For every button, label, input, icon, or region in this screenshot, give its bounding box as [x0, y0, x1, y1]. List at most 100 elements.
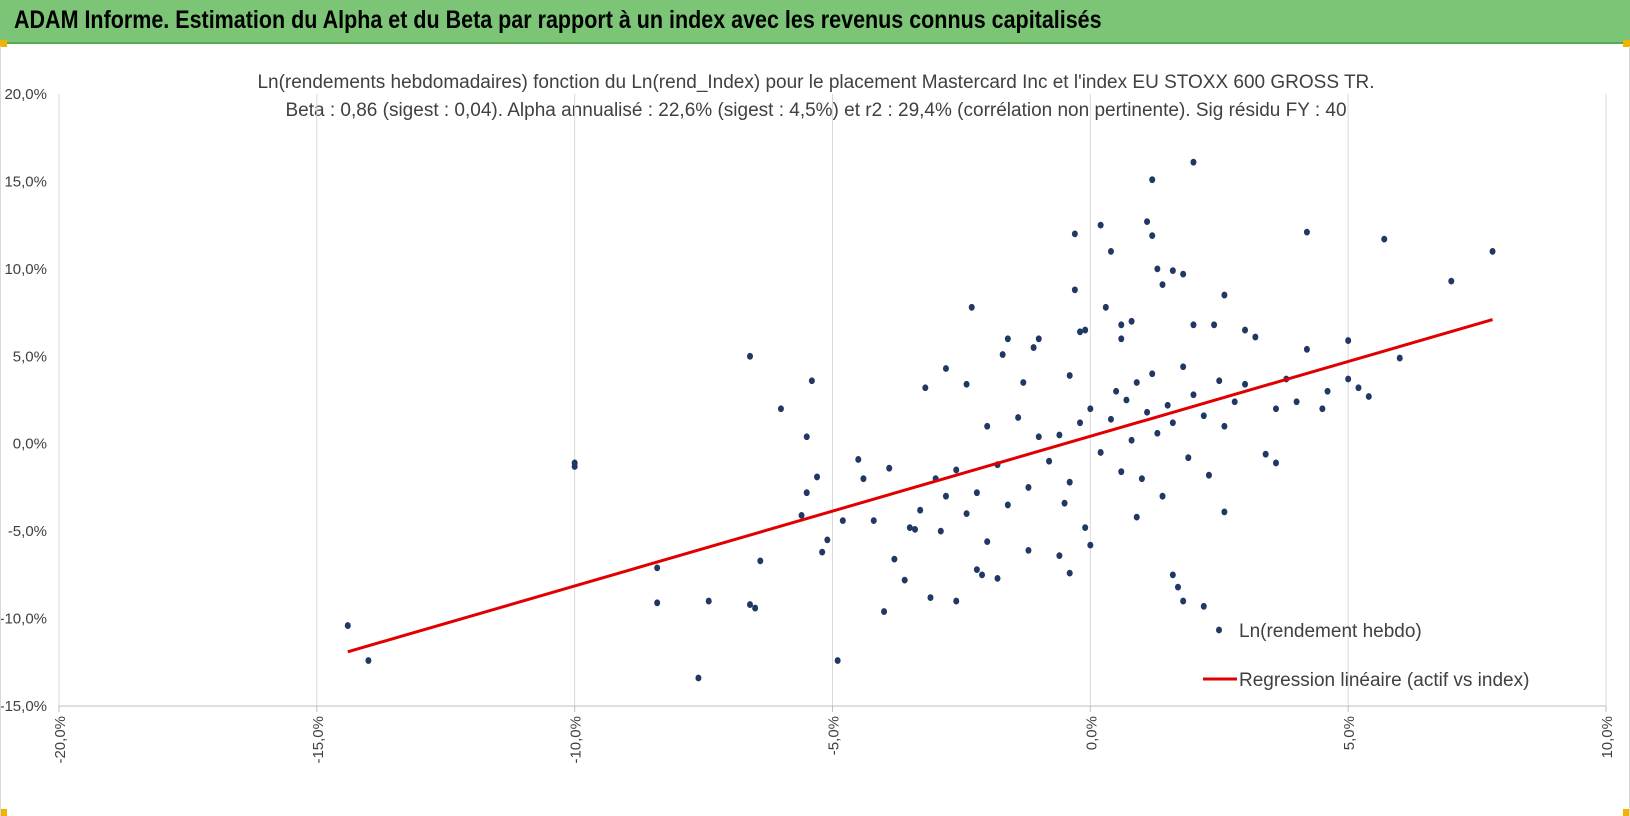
data-point: [1489, 247, 1496, 255]
data-point: [922, 384, 929, 392]
data-point: [886, 464, 893, 472]
data-point: [1154, 265, 1161, 273]
y-tick-label: 10,0%: [4, 261, 47, 278]
data-point: [870, 517, 877, 525]
data-point: [1107, 247, 1114, 255]
data-point: [906, 524, 913, 532]
data-point: [1365, 393, 1372, 400]
data-point: [1180, 270, 1187, 278]
data-point: [365, 657, 372, 664]
data-point: [1345, 375, 1352, 383]
data-point: [855, 456, 862, 463]
data-point: [1293, 398, 1300, 406]
data-point: [1216, 377, 1223, 385]
data-point: [1324, 387, 1331, 395]
y-tick-label: -10,0%: [1, 611, 47, 628]
data-point: [1169, 419, 1176, 427]
title-backdrop: [231, 74, 1421, 126]
y-tick-label: 5,0%: [13, 348, 47, 365]
data-point: [344, 622, 351, 629]
data-point: [953, 597, 960, 605]
data-point: [1087, 541, 1094, 549]
data-point: [1004, 335, 1011, 343]
data-point: [1035, 433, 1042, 441]
data-point: [1252, 333, 1259, 341]
data-point: [1097, 449, 1104, 456]
data-point: [803, 433, 810, 441]
data-point: [953, 466, 960, 474]
data-point: [1231, 398, 1238, 406]
x-tick-label: -10,0%: [568, 716, 585, 764]
data-point: [1319, 405, 1326, 413]
x-tick-label: -20,0%: [52, 716, 69, 764]
data-point: [927, 594, 934, 601]
data-point: [1169, 571, 1176, 579]
data-point: [1396, 354, 1403, 362]
legend-label-scatter: Ln(rendement hebdo): [1239, 621, 1422, 642]
data-point: [1149, 370, 1156, 378]
data-point: [1355, 384, 1362, 392]
data-point: [1118, 468, 1125, 476]
data-point: [1071, 230, 1078, 238]
data-point: [1242, 326, 1249, 334]
data-point: [984, 422, 991, 430]
data-point: [881, 608, 888, 615]
data-point: [1381, 235, 1388, 243]
y-tick-label: -5,0%: [8, 523, 47, 540]
chart-title: Ln(rendements hebdomadaires) fonction du…: [257, 72, 1374, 93]
data-point: [808, 377, 815, 385]
data-point: [942, 492, 949, 500]
data-point: [814, 473, 821, 481]
data-point: [1262, 450, 1269, 458]
data-point: [1015, 414, 1022, 421]
data-point: [1169, 267, 1176, 275]
data-point: [1046, 457, 1053, 465]
data-point: [1087, 405, 1094, 413]
corner-marker-bl: [0, 809, 7, 816]
regression-line: [347, 318, 1493, 654]
data-point: [1077, 328, 1084, 336]
x-tick-label: 0,0%: [1083, 716, 1100, 750]
data-point: [1190, 158, 1197, 166]
data-point: [1056, 552, 1063, 560]
report-title: ADAM Informe. Estimation du Alpha et du …: [14, 6, 1102, 34]
data-point: [1133, 513, 1140, 521]
data-point: [1180, 597, 1187, 605]
data-point: [777, 405, 784, 413]
data-point: [695, 674, 702, 682]
corner-marker-tr: [1623, 40, 1630, 47]
data-point: [1138, 475, 1145, 483]
data-point: [901, 576, 908, 584]
data-point: [1164, 401, 1171, 409]
data-point: [1025, 546, 1032, 554]
legend-label-line: Regression linéaire (actif vs index): [1239, 670, 1529, 691]
data-point: [1448, 277, 1455, 285]
data-point: [1056, 431, 1063, 439]
data-point: [1190, 391, 1197, 399]
data-point: [1107, 415, 1114, 423]
data-point: [1133, 379, 1140, 386]
data-point: [1221, 508, 1228, 516]
data-point: [1123, 396, 1130, 404]
data-point: [798, 512, 805, 519]
y-tick-label: 15,0%: [4, 173, 47, 190]
data-point: [654, 599, 661, 607]
data-point: [1113, 387, 1120, 395]
data-point: [746, 352, 753, 360]
data-point: [973, 566, 980, 574]
data-point: [1159, 492, 1166, 500]
data-point: [1025, 484, 1032, 491]
data-point: [1221, 422, 1228, 430]
data-point: [1118, 335, 1125, 343]
x-tick-label: 10,0%: [1599, 716, 1616, 759]
chart-subtitle: Beta : 0,86 (sigest : 0,04). Alpha annua…: [285, 100, 1346, 121]
corner-marker-tl: [0, 40, 7, 47]
data-point: [1061, 499, 1068, 507]
x-tick-label: -5,0%: [826, 716, 843, 755]
data-point: [705, 597, 712, 605]
data-point: [917, 506, 924, 514]
data-points: [344, 158, 1496, 682]
chart-area: Ln(rendements hebdomadaires) fonction du…: [0, 46, 1630, 816]
data-point: [834, 657, 841, 664]
data-point: [1102, 303, 1109, 311]
